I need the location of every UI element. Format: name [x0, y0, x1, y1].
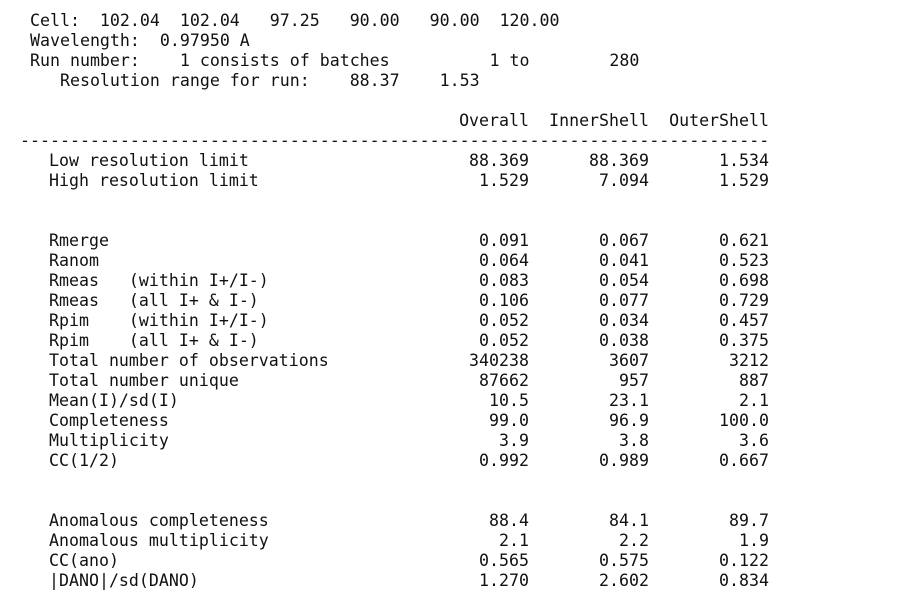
header-line: Cell: 102.04 102.04 97.25 90.00 90.00 12…	[30, 11, 560, 30]
cell-value: 0.621	[719, 231, 769, 250]
cell-value: 0.091	[479, 231, 529, 250]
cell-value: 3.8	[619, 431, 649, 450]
row-label: CC(ano)	[49, 551, 119, 570]
cell-value: 0.041	[599, 251, 649, 270]
cell-value: 1.529	[719, 171, 769, 190]
cell-value: 3.6	[739, 431, 769, 450]
cell-value: 1.534	[719, 151, 769, 170]
cell-value: 96.9	[609, 411, 649, 430]
row-label: Completeness	[49, 411, 169, 430]
row-label: Rmerge	[49, 231, 109, 250]
column-header: Overall	[459, 111, 529, 130]
cell-value: 87662	[479, 371, 529, 390]
cell-value: 0.077	[599, 291, 649, 310]
row-label: Rmeas (within I+/I-)	[49, 271, 269, 290]
row-label: High resolution limit	[49, 171, 259, 190]
cell-value: 0.989	[599, 451, 649, 470]
cell-value: 88.369	[589, 151, 649, 170]
cell-value: 3.9	[499, 431, 529, 450]
row-label: Mean(I)/sd(I)	[49, 391, 179, 410]
cell-value: 0.054	[599, 271, 649, 290]
cell-value: 0.052	[479, 311, 529, 330]
cell-value: 1.529	[479, 171, 529, 190]
row-label: |DANO|/sd(DANO)	[49, 571, 199, 590]
cell-value: 2.1	[739, 391, 769, 410]
cell-value: 0.457	[719, 311, 769, 330]
row-label: Anomalous completeness	[49, 511, 269, 530]
cell-value: 0.698	[719, 271, 769, 290]
cell-value: 0.038	[599, 331, 649, 350]
cell-value: 0.083	[479, 271, 529, 290]
column-header: OuterShell	[669, 111, 769, 130]
cell-value: 84.1	[609, 511, 649, 530]
cell-value: 88.4	[489, 511, 529, 530]
cell-value: 0.992	[479, 451, 529, 470]
header-line: Resolution range for run: 88.37 1.53	[30, 71, 480, 90]
cell-value: 7.094	[599, 171, 649, 190]
cell-value: 0.052	[479, 331, 529, 350]
cell-value: 957	[619, 371, 649, 390]
cell-value: 0.834	[719, 571, 769, 590]
row-label: Low resolution limit	[49, 151, 249, 170]
cell-value: 99.0	[489, 411, 529, 430]
cell-value: 2.602	[599, 571, 649, 590]
cell-value: 2.1	[499, 531, 529, 550]
column-header: InnerShell	[549, 111, 649, 130]
cell-value: 340238	[469, 351, 529, 370]
cell-value: 0.375	[719, 331, 769, 350]
cell-value: 0.106	[479, 291, 529, 310]
cell-value: 3212	[729, 351, 769, 370]
cell-value: 2.2	[619, 531, 649, 550]
cell-value: 3607	[609, 351, 649, 370]
row-label: Anomalous multiplicity	[49, 531, 269, 550]
cell-value: 887	[739, 371, 769, 390]
cell-value: 23.1	[609, 391, 649, 410]
cell-value: 100.0	[719, 411, 769, 430]
cell-value: 0.575	[599, 551, 649, 570]
row-label: Rpim (within I+/I-)	[49, 311, 269, 330]
header-line: Run number: 1 consists of batches 1 to 2…	[30, 51, 640, 70]
row-label: CC(1/2)	[49, 451, 119, 470]
cell-value: 10.5	[489, 391, 529, 410]
cell-value: 1.270	[479, 571, 529, 590]
cell-value: 0.122	[719, 551, 769, 570]
cell-value: 0.729	[719, 291, 769, 310]
row-label: Rmeas (all I+ & I-)	[49, 291, 259, 310]
row-label: Multiplicity	[49, 431, 169, 450]
cell-value: 88.369	[469, 151, 529, 170]
cell-value: 89.7	[729, 511, 769, 530]
cell-value: 0.064	[479, 251, 529, 270]
cell-value: 0.034	[599, 311, 649, 330]
cell-value: 0.667	[719, 451, 769, 470]
cell-value: 0.067	[599, 231, 649, 250]
cell-value: 1.9	[739, 531, 769, 550]
separator: ----------------------------------------…	[20, 131, 770, 150]
header-line: Wavelength: 0.97950 A	[30, 31, 250, 50]
cell-value: 0.565	[479, 551, 529, 570]
cell-value: 0.523	[719, 251, 769, 270]
row-label: Rpim (all I+ & I-)	[49, 331, 259, 350]
row-label: Ranom	[49, 251, 99, 270]
row-label: Total number of observations	[49, 351, 329, 370]
row-label: Total number unique	[49, 371, 239, 390]
